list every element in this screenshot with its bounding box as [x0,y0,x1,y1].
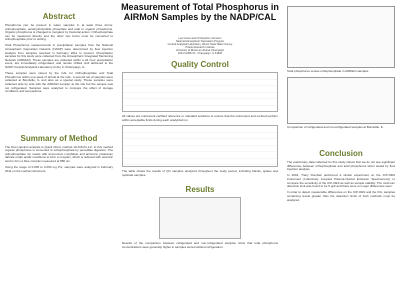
paragraph: All values are instrument certified refe… [122,114,278,122]
authors: Lee Green and Christopher Lehmann Nation… [120,37,280,55]
section-heading: Summary of Method [20,133,98,143]
paragraph: Phosphorus can be present in water sampl… [5,23,113,42]
paragraph: The table shows the results of QC sample… [122,169,278,177]
figure-caption: Total phosphorus versus orthophosphate i… [287,69,369,73]
right-column: Total phosphorus versus orthophosphate i… [287,6,395,205]
author-line: University of Illinois at Urbana-Champai… [175,49,225,52]
paragraph: The preliminary data collected for this … [287,160,395,172]
figure-caption: Comparison of refrigerated and non-refri… [287,124,384,129]
results-chart [159,197,241,240]
author-line: National Atmospheric Deposition Program [175,40,225,43]
author-line: Prairie Research Institute [185,46,215,49]
author-line: 2204 Griffith Dr., Champaign, IL 61820 [177,52,223,55]
section-heading: Quality Control [171,60,229,69]
middle-column: Quality Control All values are instrumen… [122,56,278,252]
figure [287,76,395,124]
section-heading: Results [185,185,215,195]
paragraph: In order to detect measurable difference… [287,190,395,202]
paragraph: In 2004, Tracy Dombek performed a simila… [287,173,395,189]
title: Measurement of Total Phosphorus in AIRMo… [121,2,279,22]
left-column: Abstract Phosphorus can be present in wa… [5,8,113,176]
section-heading: Abstract [42,12,76,21]
paragraph: Results of the comparison between refrig… [122,241,278,249]
figure [287,6,395,68]
paragraph: These samples were stored by the CAL for… [5,71,113,94]
author-line: Lee Green and Christopher Lehmann [178,37,222,40]
paragraph: Using the range of 0.005 to 0.200 mg P/L… [5,165,113,173]
section-heading: Conclusion [319,149,363,159]
paragraph: The flow injection analysis is Quick Che… [5,144,113,164]
qc-table [122,72,278,112]
qc-table [122,125,278,168]
author-line: Central Analytical Laboratory, Illinois … [167,43,233,46]
paragraph: Total Phosphorus measurements in precipi… [5,43,113,70]
